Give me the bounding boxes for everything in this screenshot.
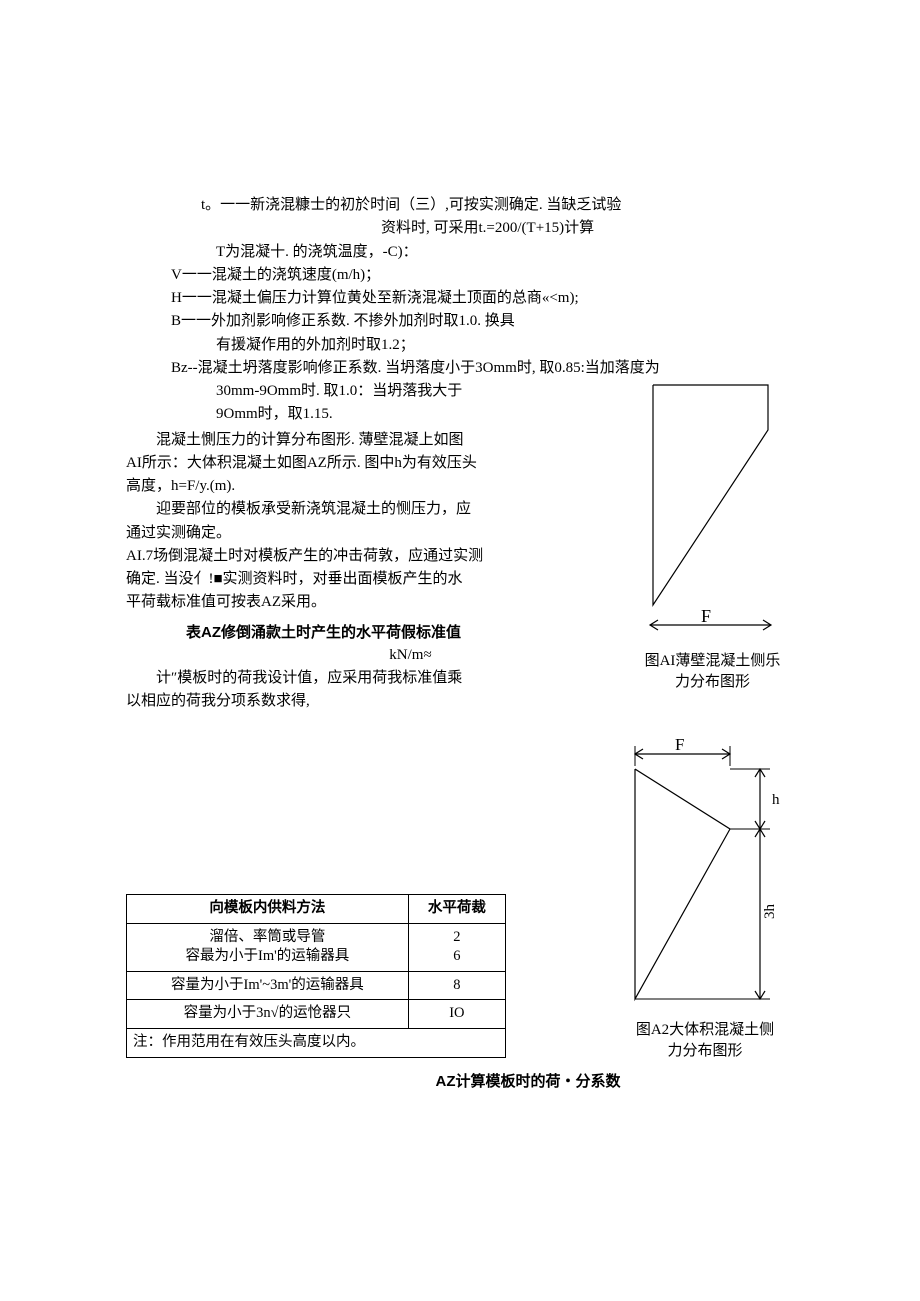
table-wrapper: 向模板内供料方法 水平荷裁 溜倍、率筒或导管 容最为小于Im'的运输器具 2 6… (126, 888, 590, 1061)
figure-a1: F 图AI薄壁混凝土侧乐 力分布图形 (615, 380, 810, 693)
table-and-figure2: 向模板内供料方法 水平荷裁 溜倍、率筒或导管 容最为小于Im'的运输器具 2 6… (126, 734, 810, 1062)
figure-a2-caption1: 图A2大体积混凝土侧 (600, 1020, 810, 1041)
r2-value: 8 (408, 971, 505, 1000)
l-p8: AI.7场倒混凝土时对模板产生的冲击荷敦，应通过实测 (126, 545, 605, 568)
figure-a1-svg: F (615, 380, 810, 645)
figure-a1-caption2: 力分布图形 (615, 672, 810, 693)
table-row: 容量为小于3n√的运怆器只 IO (127, 1000, 506, 1029)
def-bz: Bz--混凝土坍落度影响修正系数. 当坍落度小于3Omm时, 取0.85:当加落… (126, 357, 810, 380)
def-t0: t。一一新浇混糠士的初於时间（三）,可按实测确定. 当缺乏试验 (126, 194, 810, 217)
r3-method: 容量为小于3n√的运怆器只 (127, 1000, 409, 1029)
r1-method: 溜倍、率筒或导管 容最为小于Im'的运输器具 (127, 923, 409, 971)
left-column: 30mm-9Omm时. 取1.0：当坍落我大于 9Omm时，取1.15. 混凝土… (126, 380, 605, 714)
table-row: 溜倍、率筒或导管 容最为小于Im'的运输器具 2 6 (127, 923, 506, 971)
figure-a1-caption1: 图AI薄壁混凝土侧乐 (615, 651, 810, 672)
fig2-f-label: F (675, 735, 684, 754)
table-a2-title: 表AZ修倒涌款土时产生的水平荷假标准值 (126, 621, 605, 644)
figure-a2-caption2: 力分布图形 (600, 1041, 810, 1062)
def-v: V一一混凝土的浇筑速度(m/h)； (126, 264, 810, 287)
table-note: 注：作用范用在有效压头高度以内。 (127, 1028, 506, 1057)
def-b2: 有援凝作用的外加剂时取1.2； (126, 334, 810, 357)
l-p7: 通过实测确定。 (126, 522, 605, 545)
def-b: B一一外加剂影响修正系数. 不掺外加剂时取1.0. 换具 (126, 310, 810, 333)
def-h: H一一混凝土偏压力计算位黄处至新浇混凝土顶面的总商«<m); (126, 287, 810, 310)
figure-a2: F h 3h 图A2大体积混凝土侧 力分布图形 (600, 734, 810, 1062)
th-load: 水平荷裁 (408, 895, 505, 924)
r1-value: 2 6 (408, 923, 505, 971)
figure-a2-svg: F h 3h (600, 734, 810, 1014)
table-row: 容量为小于Im'~3m'的运输器具 8 (127, 971, 506, 1000)
l-p6: 迎要部位的模板承受新浇筑混凝土的恻压力，应 (126, 498, 605, 521)
l-p2: 9Omm时，取1.15. (126, 403, 605, 426)
two-column: 30mm-9Omm时. 取1.0：当坍落我大于 9Omm时，取1.15. 混凝土… (126, 380, 810, 714)
l-p10: 平荷载标准值可按表AZ采用。 (126, 591, 605, 614)
r3-value: IO (408, 1000, 505, 1029)
definitions: t。一一新浇混糠士的初於时间（三）,可按实测确定. 当缺乏试验 资料时, 可采用… (126, 194, 810, 380)
table-note-row: 注：作用范用在有效压头高度以内。 (127, 1028, 506, 1057)
l-p12: 以相应的荷我分项系数求得, (126, 690, 605, 713)
r2-method: 容量为小于Im'~3m'的运输器具 (127, 971, 409, 1000)
l-p3: 混凝土惻压力的计算分布图形. 薄壁混凝上如图 (126, 429, 605, 452)
l-p1: 30mm-9Omm时. 取1.0：当坍落我大于 (126, 380, 605, 403)
l-p5: 高度，h=F/y.(m). (126, 475, 605, 498)
l-p11: 计″模板时的荷我设计值，应采用荷我标准值乘 (126, 667, 605, 690)
th-method: 向模板内供料方法 (127, 895, 409, 924)
def-t0b: 资料时, 可采用t.=200/(T+15)计算 (126, 217, 810, 240)
l-p4: AI所示：大体积混凝土如图AZ所示. 图中h为有效压头 (126, 452, 605, 475)
section-a2-title: AZ计算模板时的荷・分系数 (246, 1070, 810, 1093)
table-a2-unit: kN/m≈ (126, 644, 605, 667)
fig1-f-label: F (700, 606, 710, 626)
load-table: 向模板内供料方法 水平荷裁 溜倍、率筒或导管 容最为小于Im'的运输器具 2 6… (126, 894, 506, 1057)
fig2-h-label: h (772, 792, 780, 808)
l-p9: 确定. 当没亻!■实测资料时，对垂出面模板产生的水 (126, 568, 605, 591)
def-t0c: T为混凝十. 的浇筑温度，-C)： (126, 241, 810, 264)
fig2-3h-label: 3h (762, 903, 778, 919)
